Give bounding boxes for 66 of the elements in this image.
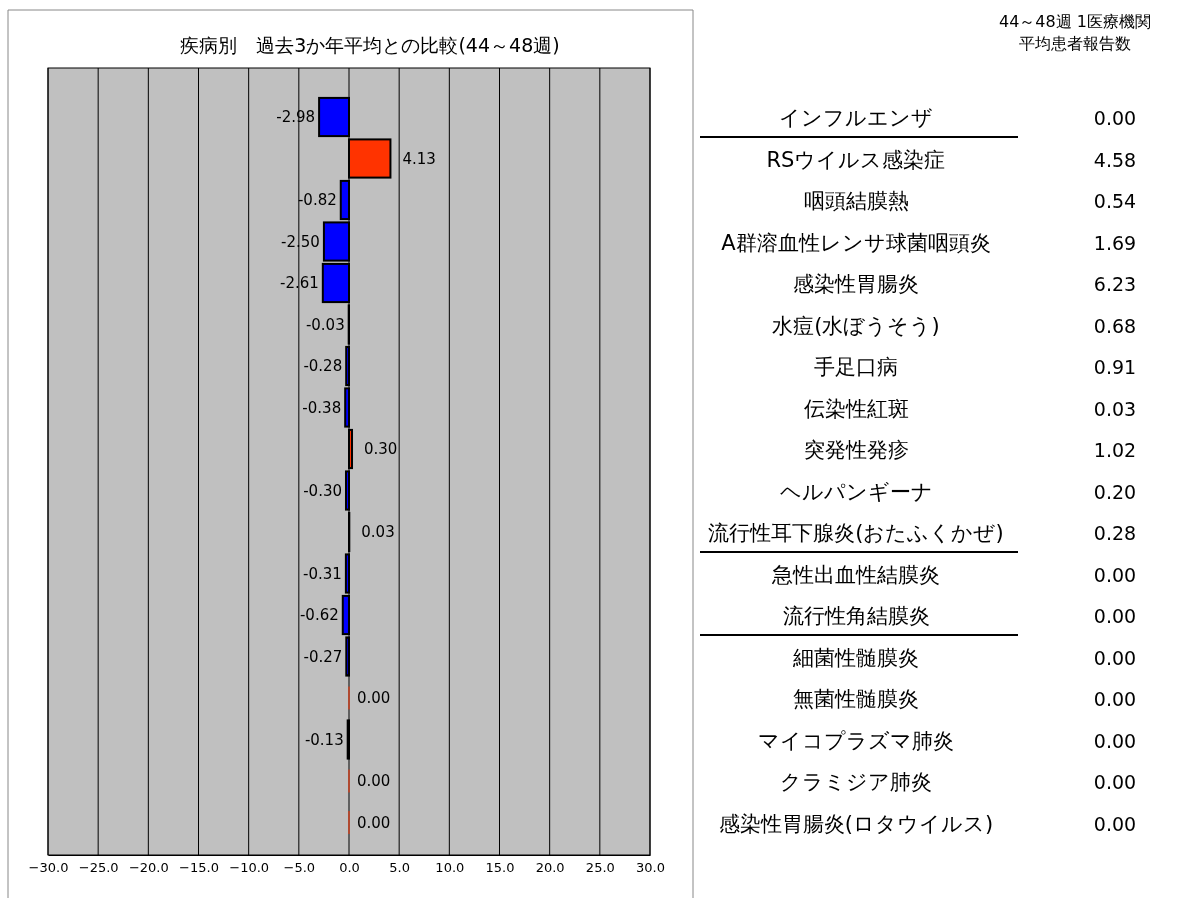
text: 0.00 <box>1093 688 1137 710</box>
y-tick-label: 手足口病 <box>814 355 898 379</box>
y-tick-label: 感染性胃腸炎 <box>793 272 919 296</box>
x-tick-label: 0.0 <box>339 860 360 876</box>
y-tick-label: クラミジア肺炎 <box>780 770 932 794</box>
x-tick-label: 10.0 <box>435 860 465 876</box>
x-tick-label: 5.0 <box>389 860 411 876</box>
text: 0.00 <box>1093 563 1137 586</box>
data-label: -0.28 <box>303 357 343 375</box>
x-tick-label: −5.0 <box>283 860 316 876</box>
text: 0.00 <box>1093 729 1137 752</box>
x-tick-label: −30.0 <box>28 860 69 876</box>
data-label: 0.03 <box>361 523 395 541</box>
text: 44～48週 1医療機関 <box>999 12 1151 31</box>
x-tick-label: −10.0 <box>229 860 270 876</box>
y-tick-label: 伝染性紅斑 <box>803 396 909 421</box>
y-tick-label: 急性出血性結膜炎 <box>771 562 940 587</box>
data-label: 4.13 <box>402 149 436 168</box>
text: 平均患者報告数 <box>1019 34 1131 53</box>
data-label: 0.00 <box>357 689 391 707</box>
text: 0.00 <box>1093 771 1137 793</box>
data-label: -0.38 <box>302 398 342 417</box>
data-label: -0.27 <box>303 647 343 666</box>
y-tick-label: 咽頭結膜熱 <box>803 189 909 213</box>
y-tick-label: マイコプラズマ肺炎 <box>758 728 954 753</box>
y-tick-label: RSウイルス感染症 <box>766 147 946 172</box>
data-label: -0.31 <box>303 564 342 583</box>
text: 0.54 <box>1093 190 1137 212</box>
x-tick-label: −15.0 <box>179 860 219 876</box>
text: 0.20 <box>1093 480 1137 503</box>
y-tick-label: インフルエンザ <box>779 106 933 130</box>
text: 0.00 <box>1093 605 1137 627</box>
y-tick-label: 流行性耳下腺炎(おたふくかぜ) <box>708 521 1004 545</box>
text: 0.00 <box>1093 646 1137 669</box>
text: 6.23 <box>1093 273 1137 295</box>
y-tick-label: 感染性胃腸炎(ロタウイルス) <box>718 811 994 836</box>
data-label: 0.00 <box>357 772 391 790</box>
y-tick-label: 流行性角結膜炎 <box>782 604 930 628</box>
y-tick-label: 無菌性髄膜炎 <box>793 687 919 711</box>
x-tick-label: −25.0 <box>78 860 119 876</box>
x-tick-label: 25.0 <box>585 860 615 876</box>
data-label: -0.62 <box>299 606 339 624</box>
x-tick-label: −20.0 <box>128 860 169 876</box>
text: 0.68 <box>1093 314 1137 337</box>
data-label: -0.13 <box>304 730 344 749</box>
chart-title: 疾病別 過去3か年平均との比較(44～48週) <box>180 34 560 56</box>
x-tick-label: 20.0 <box>535 860 565 876</box>
x-tick-label: 30.0 <box>636 860 665 876</box>
y-tick-label: A群溶血性レンサ球菌咽頭炎 <box>721 230 991 255</box>
data-label: -0.03 <box>305 315 345 334</box>
data-label: 0.00 <box>357 813 391 832</box>
text: 0.03 <box>1093 397 1137 420</box>
y-tick-label: 突発性発疹 <box>803 438 909 462</box>
x-tick-label: 15.0 <box>485 860 515 876</box>
text: 0.00 <box>1093 107 1137 129</box>
data-label: 0.30 <box>364 440 398 458</box>
y-tick-label: ヘルパンギーナ <box>779 479 933 504</box>
text: 4.58 <box>1093 148 1137 171</box>
text: 0.91 <box>1093 356 1137 378</box>
text: 0.00 <box>1093 812 1137 835</box>
data-label: -0.30 <box>303 481 342 500</box>
y-tick-label: 水痘(水ぼうそう) <box>772 313 940 338</box>
text: 1.02 <box>1093 439 1137 461</box>
text: 1.69 <box>1093 231 1137 254</box>
y-tick-label: 細菌性髄膜炎 <box>792 645 919 670</box>
text: 0.28 <box>1093 522 1137 544</box>
